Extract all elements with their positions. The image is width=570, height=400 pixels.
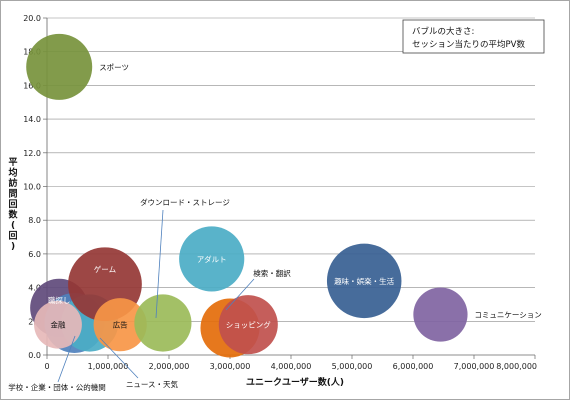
bubble-label: コミュニケーション	[474, 311, 541, 320]
bubble-label: 趣味・娯楽・生活	[334, 276, 394, 286]
y-tick-label: 6.0	[28, 250, 41, 259]
bubble	[413, 287, 468, 342]
y-tick-label: 10.0	[23, 183, 41, 192]
bubble-label: 広告	[113, 320, 128, 330]
leader-line	[57, 335, 76, 383]
x-tick-label: 3,000,000	[210, 362, 251, 371]
bubble	[93, 298, 147, 352]
x-tick-label: 0	[44, 362, 49, 371]
bubble	[26, 33, 93, 100]
y-axis-title: 平均訪問回数(回)	[8, 157, 18, 252]
y-tick-label: 14.0	[23, 115, 41, 124]
bubble	[134, 294, 192, 352]
y-tick-label: 20.0	[23, 14, 41, 23]
x-tick-label: 7,000,000	[454, 362, 495, 371]
legend-note-box: バブルの大きさ: セッション当たりの平均PV数	[402, 19, 545, 54]
bubble-label: 職探し	[48, 295, 71, 305]
bubble	[179, 226, 245, 292]
legend-note-frame	[402, 19, 545, 54]
bubble-label: 金融	[50, 320, 65, 330]
x-tick-label: 1,000,000	[88, 362, 129, 371]
bubble-layer	[26, 33, 468, 358]
y-tick-label: 4.0	[28, 284, 41, 293]
bubble	[218, 295, 278, 355]
x-axis-title: ユニークユーザー数(人)	[246, 376, 344, 388]
y-tick-label: 16.0	[23, 81, 41, 90]
bubble-label: アダルト	[197, 254, 227, 264]
bubble	[34, 300, 82, 349]
axis-layer: 0.02.04.06.08.010.012.014.016.018.020.00…	[8, 14, 537, 371]
x-tick-label: 2,000,000	[149, 362, 190, 371]
bubble-label: 学校・企業・団体・公的機関	[8, 382, 106, 392]
bubble-label: ニュース・天気	[126, 379, 179, 389]
bubble-label: 検索・翻訳	[253, 268, 291, 278]
legend-note-line-2: セッション当たりの平均PV数	[412, 39, 525, 50]
x-tick-label: 8,000,000	[496, 362, 537, 371]
y-tick-label: 0.0	[28, 351, 41, 360]
bubble-label: ショッピング	[226, 320, 271, 330]
bubble-label: ゲーム	[94, 265, 116, 274]
legend-note-line-1: バブルの大きさ:	[412, 26, 474, 37]
bubble-label: スポーツ	[99, 63, 129, 72]
leader-line	[155, 209, 164, 319]
x-tick-label: 4,000,000	[271, 362, 312, 371]
leader-line	[225, 278, 255, 311]
y-tick-label: 8.0	[28, 216, 41, 225]
bubble	[326, 243, 402, 319]
y-tick-label: 12.0	[23, 149, 41, 158]
leader-line	[99, 337, 139, 379]
x-tick-label: 6,000,000	[393, 362, 434, 371]
x-tick-label: 5,000,000	[332, 362, 373, 371]
bubble-label: ダウンロード・ストレージ	[140, 197, 230, 207]
